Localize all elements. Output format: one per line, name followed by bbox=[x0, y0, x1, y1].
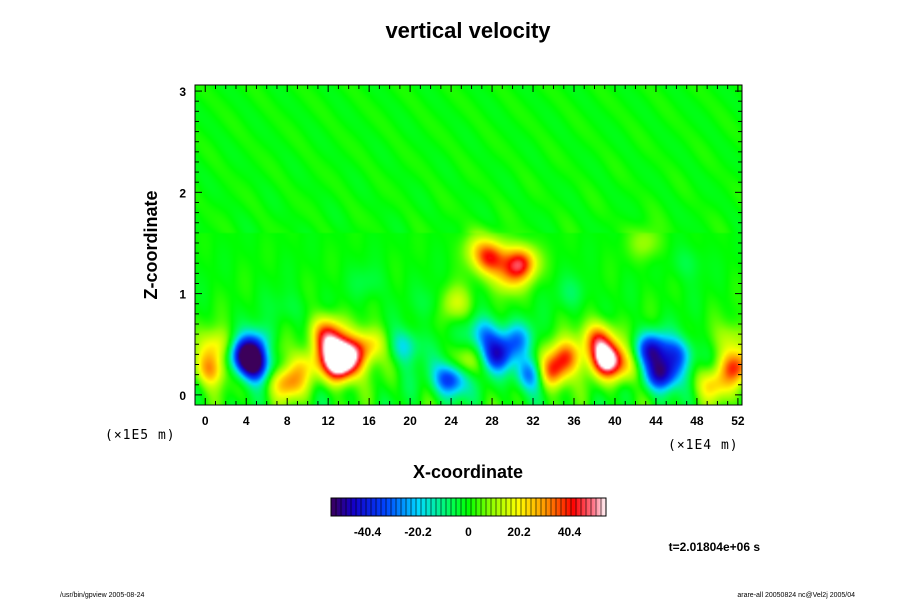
x-tick-label: 36 bbox=[567, 414, 581, 428]
x-tick-label: 32 bbox=[526, 414, 540, 428]
x-tick-label: 16 bbox=[362, 414, 376, 428]
colorbar: -40.4 -20.2 0 20.2 40.4 bbox=[330, 497, 607, 539]
y-tick-label: 1 bbox=[179, 288, 186, 302]
x-axis-label: X-coordinate bbox=[413, 462, 523, 482]
footer-left: /usr/bin/gpview 2005-08-24 bbox=[60, 592, 145, 599]
x-tick-label: 12 bbox=[321, 414, 335, 428]
x-tick-label: 20 bbox=[403, 414, 417, 428]
x-tick-label: 4 bbox=[243, 414, 250, 428]
time-label: t=2.01804e+06 s bbox=[669, 540, 761, 554]
x-tick-label: 52 bbox=[731, 414, 745, 428]
x-unit-left: (×1E5 m) bbox=[105, 428, 176, 443]
y-axis-label: Z-coordinate bbox=[141, 190, 161, 299]
x-tick-label: 8 bbox=[284, 414, 291, 428]
colorbar-ticks: -40.4 -20.2 0 20.2 40.4 bbox=[330, 498, 607, 539]
x-tick-label: 48 bbox=[690, 414, 704, 428]
heatmap-field bbox=[195, 85, 742, 405]
colorbar-tick-label: 0 bbox=[465, 525, 472, 539]
colorbar-tick-label: -40.4 bbox=[354, 525, 382, 539]
x-unit-right: (×1E4 m) bbox=[668, 438, 739, 453]
y-tick-label: 0 bbox=[179, 389, 186, 403]
colorbar-tick-label: 20.2 bbox=[507, 525, 531, 539]
chart-title: vertical velocity bbox=[385, 18, 551, 43]
y-axis: 0 1 2 3 bbox=[179, 85, 742, 403]
y-tick-label: 2 bbox=[179, 186, 186, 200]
colorbar-tick-label: 40.4 bbox=[558, 525, 582, 539]
colorbar-gradient bbox=[331, 498, 606, 516]
x-tick-label: 40 bbox=[608, 414, 622, 428]
footer-right: arare-all 20050824 nc@Vel2j 2005/04 bbox=[737, 592, 855, 599]
x-tick-label: 44 bbox=[649, 414, 663, 428]
x-tick-label: 28 bbox=[485, 414, 499, 428]
plot-frame bbox=[194, 84, 743, 406]
x-tick-label: 24 bbox=[444, 414, 458, 428]
y-tick-label: 3 bbox=[179, 85, 186, 99]
colorbar-tick-label: -20.2 bbox=[404, 525, 432, 539]
x-tick-label: 0 bbox=[202, 414, 209, 428]
x-axis: 0 4 8 12 16 20 24 28 32 36 40 44 48 52 bbox=[202, 85, 745, 428]
